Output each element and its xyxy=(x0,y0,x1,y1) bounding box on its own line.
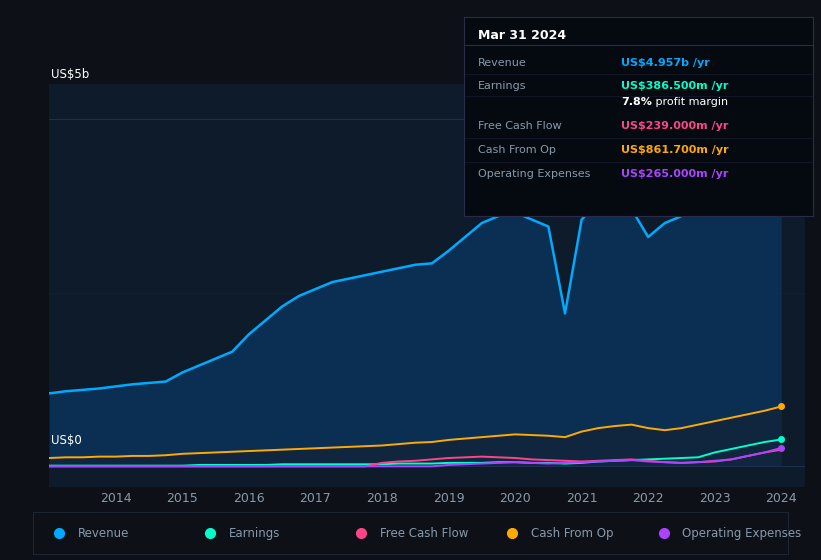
Text: Operating Expenses: Operating Expenses xyxy=(682,527,801,540)
Text: US$5b: US$5b xyxy=(51,68,89,81)
Text: Revenue: Revenue xyxy=(478,58,526,68)
Text: US$0: US$0 xyxy=(51,434,81,447)
Text: Cash From Op: Cash From Op xyxy=(531,527,614,540)
Text: Mar 31 2024: Mar 31 2024 xyxy=(478,29,566,42)
Text: Revenue: Revenue xyxy=(78,527,130,540)
Text: Operating Expenses: Operating Expenses xyxy=(478,169,590,179)
Text: 7.8%: 7.8% xyxy=(621,97,652,108)
Text: US$239.000m /yr: US$239.000m /yr xyxy=(621,121,728,131)
Text: profit margin: profit margin xyxy=(653,97,728,108)
Text: US$386.500m /yr: US$386.500m /yr xyxy=(621,81,728,91)
Text: Free Cash Flow: Free Cash Flow xyxy=(380,527,469,540)
Text: Earnings: Earnings xyxy=(229,527,281,540)
Text: US$4.957b /yr: US$4.957b /yr xyxy=(621,58,709,68)
Text: Earnings: Earnings xyxy=(478,81,526,91)
Text: Free Cash Flow: Free Cash Flow xyxy=(478,121,562,131)
Text: US$265.000m /yr: US$265.000m /yr xyxy=(621,169,728,179)
Text: US$861.700m /yr: US$861.700m /yr xyxy=(621,145,728,155)
Text: Cash From Op: Cash From Op xyxy=(478,145,556,155)
